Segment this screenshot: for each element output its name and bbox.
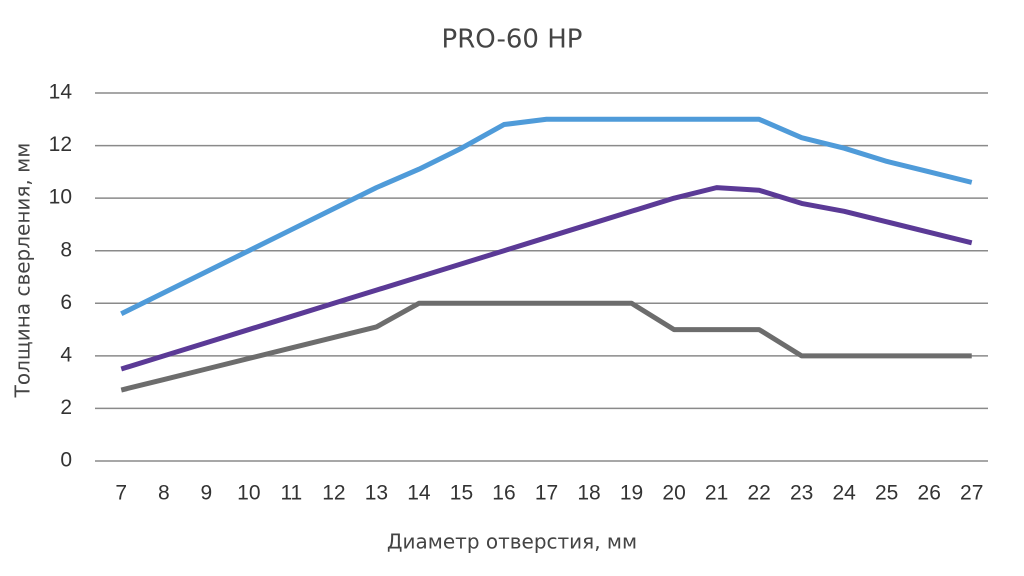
x-tick-label: 15 — [450, 482, 473, 505]
x-tick-label: 26 — [918, 482, 941, 505]
x-tick-label: 13 — [365, 482, 388, 505]
series-line — [120, 300, 972, 393]
x-tick-label: 24 — [832, 482, 856, 505]
x-tick-label: 23 — [790, 482, 813, 505]
chart-title: PRO-60 HP — [442, 25, 583, 55]
x-tick-label: 18 — [577, 482, 600, 505]
y-tick-label: 14 — [49, 81, 73, 104]
y-tick-label: 2 — [60, 396, 72, 419]
x-tick-label: 7 — [115, 482, 127, 505]
y-axis-title: Толщина сверления, мм — [11, 143, 35, 399]
y-tick-label: 12 — [49, 133, 72, 156]
y-tick-label: 10 — [49, 186, 72, 209]
x-tick-label: 16 — [492, 482, 515, 505]
x-tick-label: 14 — [407, 482, 431, 505]
x-tick-label: 20 — [662, 482, 685, 505]
y-tick-label: 4 — [60, 343, 72, 366]
y-tick-label: 8 — [60, 238, 72, 261]
x-tick-label: 17 — [535, 482, 558, 505]
x-tick-label: 21 — [705, 482, 728, 505]
x-tick-label: 8 — [158, 482, 170, 505]
series-line — [120, 185, 973, 372]
x-tick-label: 12 — [322, 482, 345, 505]
x-tick-label: 27 — [960, 482, 983, 505]
x-tick-label: 19 — [620, 482, 643, 505]
series-line — [120, 116, 973, 317]
x-axis-title: Диаметр отверстия, мм — [387, 530, 637, 554]
x-tick-label: 9 — [200, 482, 212, 505]
x-tick-label: 22 — [747, 482, 770, 505]
y-tick-label: 0 — [60, 449, 72, 472]
x-tick-label: 25 — [875, 482, 898, 505]
x-tick-label: 10 — [237, 482, 260, 505]
x-tick-label: 11 — [280, 482, 302, 505]
y-tick-label: 6 — [60, 291, 72, 314]
